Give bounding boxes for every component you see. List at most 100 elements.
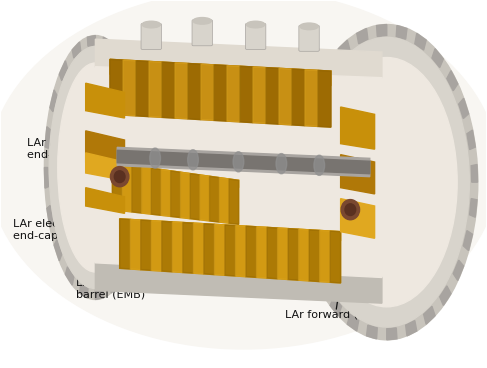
Polygon shape (469, 199, 477, 217)
Polygon shape (330, 231, 340, 283)
Polygon shape (440, 286, 451, 305)
Polygon shape (161, 170, 170, 216)
Polygon shape (296, 182, 302, 200)
Polygon shape (95, 67, 382, 277)
Polygon shape (193, 223, 204, 274)
Polygon shape (214, 224, 225, 275)
Polygon shape (141, 220, 151, 270)
Polygon shape (209, 176, 219, 222)
Polygon shape (298, 215, 306, 234)
Polygon shape (123, 60, 136, 116)
Polygon shape (136, 61, 149, 117)
Polygon shape (151, 221, 162, 271)
Polygon shape (190, 174, 200, 220)
Polygon shape (95, 289, 103, 300)
Polygon shape (267, 227, 278, 279)
Ellipse shape (142, 21, 160, 28)
Ellipse shape (233, 152, 244, 172)
Polygon shape (340, 155, 375, 194)
Polygon shape (162, 62, 175, 118)
Polygon shape (387, 328, 397, 340)
Polygon shape (170, 171, 180, 217)
Polygon shape (396, 25, 407, 39)
Polygon shape (141, 187, 146, 208)
Polygon shape (103, 37, 111, 51)
Polygon shape (117, 50, 125, 68)
Ellipse shape (0, 0, 487, 349)
Ellipse shape (150, 148, 160, 168)
Polygon shape (122, 164, 132, 212)
Text: LAr hadronic
end-cap (HEC): LAr hadronic end-cap (HEC) (27, 138, 122, 160)
FancyBboxPatch shape (141, 24, 161, 49)
Polygon shape (225, 225, 235, 276)
Ellipse shape (49, 46, 142, 289)
Polygon shape (453, 260, 464, 280)
Polygon shape (301, 114, 310, 134)
Polygon shape (129, 74, 137, 95)
Polygon shape (50, 90, 57, 112)
Ellipse shape (246, 21, 265, 28)
Polygon shape (447, 71, 458, 91)
Polygon shape (134, 223, 141, 245)
Polygon shape (266, 68, 279, 124)
Polygon shape (117, 147, 370, 177)
Ellipse shape (44, 36, 147, 300)
Polygon shape (432, 49, 443, 67)
Ellipse shape (111, 167, 129, 187)
Ellipse shape (314, 155, 325, 176)
Polygon shape (86, 83, 125, 118)
Polygon shape (340, 199, 375, 238)
Polygon shape (424, 306, 435, 324)
Polygon shape (299, 229, 309, 281)
Polygon shape (316, 273, 327, 294)
Ellipse shape (187, 150, 198, 170)
Polygon shape (357, 28, 368, 44)
Polygon shape (175, 63, 188, 119)
Polygon shape (162, 221, 172, 272)
Text: LAr forward (FCal): LAr forward (FCal) (285, 236, 386, 319)
Polygon shape (120, 219, 340, 283)
Polygon shape (467, 130, 475, 149)
Polygon shape (204, 224, 214, 275)
Polygon shape (86, 188, 125, 213)
Polygon shape (151, 168, 161, 215)
Ellipse shape (300, 23, 318, 30)
Polygon shape (367, 325, 377, 339)
Polygon shape (227, 66, 240, 122)
Polygon shape (86, 131, 125, 169)
Polygon shape (246, 226, 257, 277)
Polygon shape (319, 230, 330, 282)
FancyBboxPatch shape (245, 24, 266, 49)
Polygon shape (347, 314, 359, 331)
Polygon shape (110, 59, 123, 115)
Polygon shape (305, 70, 318, 127)
Polygon shape (297, 147, 304, 166)
Polygon shape (463, 231, 472, 251)
Ellipse shape (345, 204, 356, 216)
Polygon shape (110, 59, 331, 86)
Polygon shape (72, 42, 81, 58)
Polygon shape (149, 61, 162, 117)
Polygon shape (214, 65, 227, 121)
Polygon shape (257, 227, 267, 278)
Polygon shape (95, 39, 382, 78)
Polygon shape (44, 167, 48, 188)
Polygon shape (112, 163, 239, 188)
Polygon shape (183, 223, 193, 273)
Polygon shape (279, 68, 292, 125)
Polygon shape (120, 219, 340, 241)
Ellipse shape (276, 153, 287, 174)
Polygon shape (278, 228, 288, 279)
Polygon shape (310, 84, 320, 104)
Polygon shape (123, 254, 131, 274)
Polygon shape (110, 59, 331, 127)
Polygon shape (110, 277, 118, 293)
Polygon shape (406, 321, 417, 336)
Polygon shape (188, 64, 201, 120)
Polygon shape (45, 127, 50, 148)
Polygon shape (235, 226, 246, 277)
Polygon shape (322, 59, 334, 78)
Polygon shape (142, 167, 151, 214)
Text: LAr electromagnetic
end-cap (EMEC): LAr electromagnetic end-cap (EMEC) (13, 209, 126, 241)
Polygon shape (47, 205, 53, 227)
